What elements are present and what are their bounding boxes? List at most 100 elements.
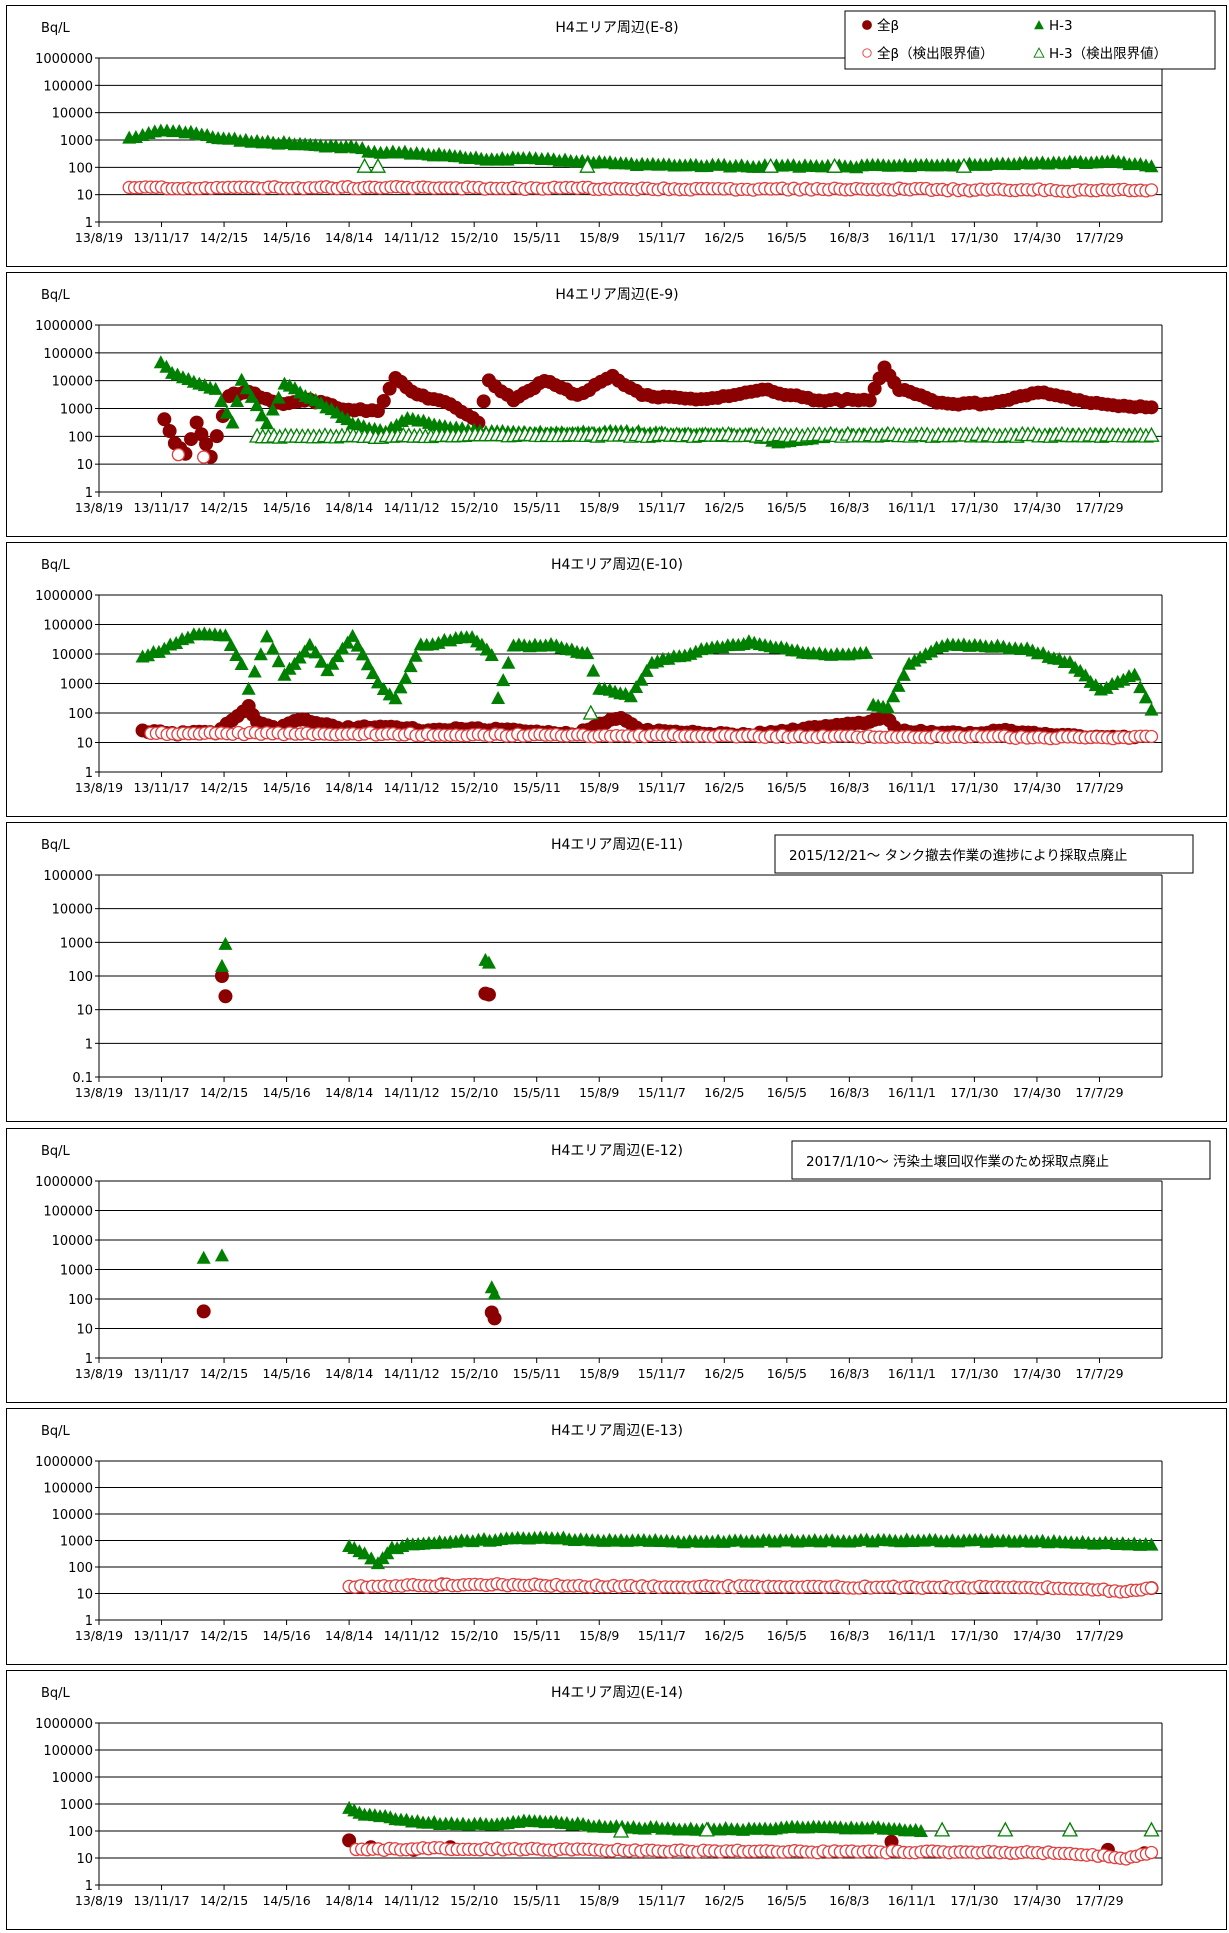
chart-panel-e-13: H4エリア周辺(E-13) Bq/L 1 10 100 1000 10000 100000 10… [6, 1408, 1227, 1665]
y-axis-label: Bq/L [41, 1144, 71, 1159]
x-tick-label: 16/2/5 [704, 1085, 744, 1100]
x-tick-label: 16/8/3 [829, 1085, 869, 1100]
x-tick-label: 16/11/1 [888, 1628, 936, 1643]
x-tick-label: 16/11/1 [888, 500, 936, 515]
data-point [259, 629, 274, 643]
data-point [364, 1551, 379, 1565]
x-tick-label: 14/8/14 [325, 1628, 373, 1643]
x-tick-label: 14/8/14 [325, 780, 373, 795]
series-h3 [214, 936, 496, 972]
y-tick-label: 100000 [43, 619, 93, 634]
legend-marker [1034, 20, 1044, 30]
x-tick-label: 14/8/14 [325, 230, 373, 245]
data-point [197, 450, 211, 464]
chart-panel-e-11: H4エリア周辺(E-11) Bq/L 0.1 1 10 100 1000 10000 10000… [6, 822, 1227, 1122]
x-tick-label: 17/4/30 [1013, 1366, 1061, 1381]
series-h3_dl [248, 425, 1160, 444]
data-point [330, 649, 345, 663]
data-point [355, 647, 370, 661]
x-tick-label: 14/11/12 [384, 1893, 440, 1908]
y-tick-label: 1 [85, 1352, 93, 1367]
y-tick-label: 1000000 [35, 1455, 93, 1470]
x-tick-label: 14/2/15 [200, 1366, 248, 1381]
legend-label: 全β（検出限界値） [877, 45, 994, 62]
chart-title: H4エリア周辺(E-12) [551, 1143, 683, 1159]
x-tick-label: 16/11/1 [888, 1893, 936, 1908]
series-h3 [135, 626, 1159, 716]
x-tick-label: 16/11/1 [888, 780, 936, 795]
series-h3_dl [612, 1821, 1160, 1838]
x-tick-label: 14/11/12 [384, 780, 440, 795]
data-point [223, 638, 238, 652]
x-tick-label: 16/8/3 [829, 230, 869, 245]
y-tick-label: 10 [76, 1323, 93, 1338]
y-tick-label: 10 [76, 458, 93, 473]
data-point [408, 648, 423, 662]
data-point [1143, 1821, 1160, 1837]
y-tick-label: 10000 [52, 1234, 93, 1249]
x-tick-label: 16/11/1 [888, 1085, 936, 1100]
x-tick-label: 13/8/19 [75, 780, 123, 795]
chart-title: H4エリア周辺(E-14) [551, 1685, 683, 1701]
data-point [907, 653, 922, 667]
x-tick-label: 17/4/30 [1013, 780, 1061, 795]
data-point [271, 390, 286, 404]
data-point [1144, 729, 1159, 744]
data-point [1144, 183, 1159, 197]
y-tick-label: 10000 [52, 903, 93, 918]
y-axis-label: Bq/L [41, 288, 71, 303]
data-point [891, 678, 906, 692]
data-point [218, 936, 233, 950]
chart-svg-e-14: H4エリア周辺(E-14) Bq/L 1 10 100 1000 10000 100000 10… [35, 1685, 1163, 1908]
data-point [249, 398, 264, 412]
data-point [1127, 667, 1142, 681]
x-tick-label: 15/8/9 [579, 1366, 619, 1381]
data-point [265, 402, 280, 416]
x-tick-label: 16/11/1 [888, 230, 936, 245]
data-point [254, 408, 269, 422]
data-point [253, 647, 268, 661]
x-tick-label: 14/8/14 [325, 1893, 373, 1908]
x-tick-label: 14/2/15 [200, 1085, 248, 1100]
chart-panel-e-9: H4エリア周辺(E-9) Bq/L 1 10 100 1000 10000 100000 100… [6, 272, 1227, 537]
x-tick-label: 15/11/7 [638, 230, 686, 245]
data-point [1144, 400, 1159, 415]
x-tick-label: 17/4/30 [1013, 500, 1061, 515]
data-point [239, 381, 254, 395]
x-tick-label: 15/11/7 [638, 1085, 686, 1100]
x-tick-label: 15/8/9 [579, 230, 619, 245]
y-tick-label: 10 [76, 189, 93, 204]
x-tick-label: 17/7/29 [1075, 230, 1123, 245]
x-tick-label: 16/5/5 [767, 1628, 807, 1643]
data-point [209, 429, 224, 444]
data-point [345, 628, 360, 642]
y-tick-label: 1 [85, 1614, 93, 1629]
data-point [244, 389, 259, 403]
data-point [955, 157, 972, 173]
data-point [357, 1546, 372, 1560]
series-beta_dl [349, 1841, 1159, 1866]
y-tick-label: 10000 [52, 1508, 93, 1523]
data-point [934, 1821, 951, 1837]
x-tick-label: 14/5/16 [262, 500, 310, 515]
x-tick-label: 14/2/15 [200, 500, 248, 515]
y-axis-label: Bq/L [41, 838, 71, 853]
y-tick-label: 100 [68, 1561, 93, 1576]
annotation-text: 2015/12/21～ タンク撤去作業の進捗により採取点廃止 [789, 847, 1127, 864]
chart-svg-e-8: H4エリア周辺(E-8) Bq/L 1 10 100 1000 10000 100000 100… [35, 10, 1216, 245]
x-tick-label: 15/2/10 [450, 1366, 498, 1381]
y-tick-label: 10000 [52, 107, 93, 122]
series-h3_dl [356, 157, 972, 173]
data-point [376, 681, 391, 695]
data-point [698, 1821, 715, 1837]
data-point [159, 359, 174, 373]
chart-title: H4エリア周辺(E-11) [551, 837, 683, 853]
data-point [398, 671, 413, 685]
x-tick-label: 16/8/3 [829, 500, 869, 515]
x-tick-label: 13/11/17 [133, 1366, 189, 1381]
x-tick-label: 17/7/29 [1075, 780, 1123, 795]
data-point [369, 157, 387, 173]
data-point [218, 989, 233, 1004]
data-point [162, 423, 177, 438]
y-tick-label: 100000 [43, 347, 93, 362]
